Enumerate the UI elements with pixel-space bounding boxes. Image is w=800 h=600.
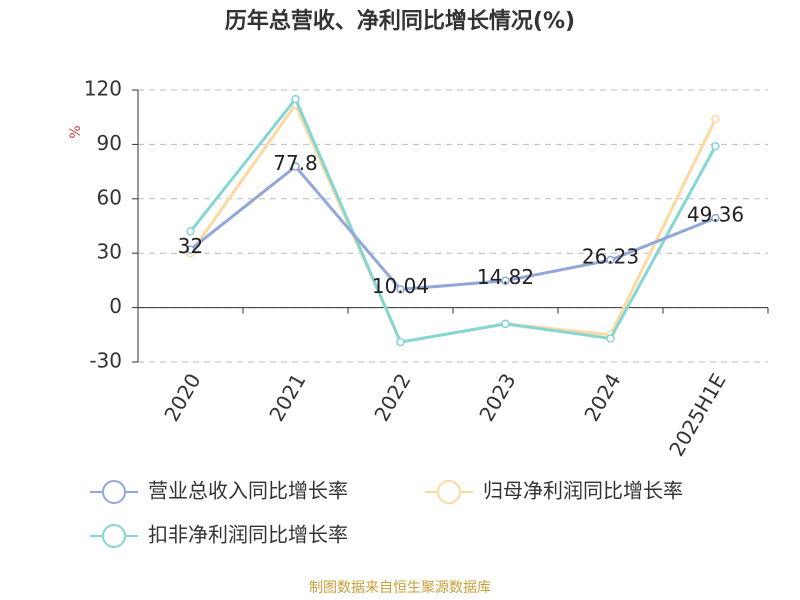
point	[711, 213, 720, 223]
point	[396, 337, 405, 347]
series-line	[189, 96, 717, 344]
y-tick-label: 60	[97, 185, 122, 209]
point	[396, 285, 405, 294]
data-label: 14.82	[477, 265, 534, 289]
x-tick-label: 2025H1E	[664, 369, 730, 460]
legend-marker	[102, 524, 126, 548]
source-note: 制图数据来自恒生聚源数据库	[309, 580, 491, 596]
point	[291, 94, 300, 104]
legend-label: 营业总收入同比增长率	[148, 479, 348, 503]
y-tick-label: -30	[89, 349, 122, 373]
x-tick-label: 2024	[579, 369, 625, 425]
data-label: 77.8	[273, 151, 318, 175]
legend-label: 归母净利润同比增长率	[483, 479, 683, 503]
y-tick-label: 90	[97, 131, 122, 155]
point	[186, 227, 195, 236]
point	[186, 245, 195, 254]
chart-title: 历年总营收、净利同比增长情况(%)	[225, 8, 575, 34]
data-label: 26.23	[582, 245, 639, 269]
y-tick-label: 30	[97, 240, 122, 264]
point	[291, 162, 300, 171]
y-tick-label: 120	[84, 77, 122, 101]
point	[501, 276, 510, 285]
point	[711, 141, 720, 151]
legend-label: 扣非净利润同比增长率	[148, 523, 348, 547]
series-line	[189, 164, 717, 291]
x-tick-label: 2021	[264, 369, 310, 425]
data-label: 10.04	[372, 274, 429, 298]
point	[711, 114, 720, 124]
y-axis-label: %	[68, 125, 84, 138]
x-tick-label: 2020	[159, 369, 205, 425]
series-line	[189, 101, 717, 344]
point	[606, 255, 615, 265]
y-tick-label: 0	[109, 294, 122, 318]
x-tick-label: 2022	[369, 369, 415, 425]
data-label: 49.36	[687, 203, 744, 227]
x-tick-label: 2023	[474, 369, 520, 425]
point	[606, 334, 615, 343]
point	[501, 319, 510, 329]
data-label: 32	[178, 234, 203, 258]
legend-marker	[437, 480, 461, 504]
legend-marker	[102, 480, 126, 504]
